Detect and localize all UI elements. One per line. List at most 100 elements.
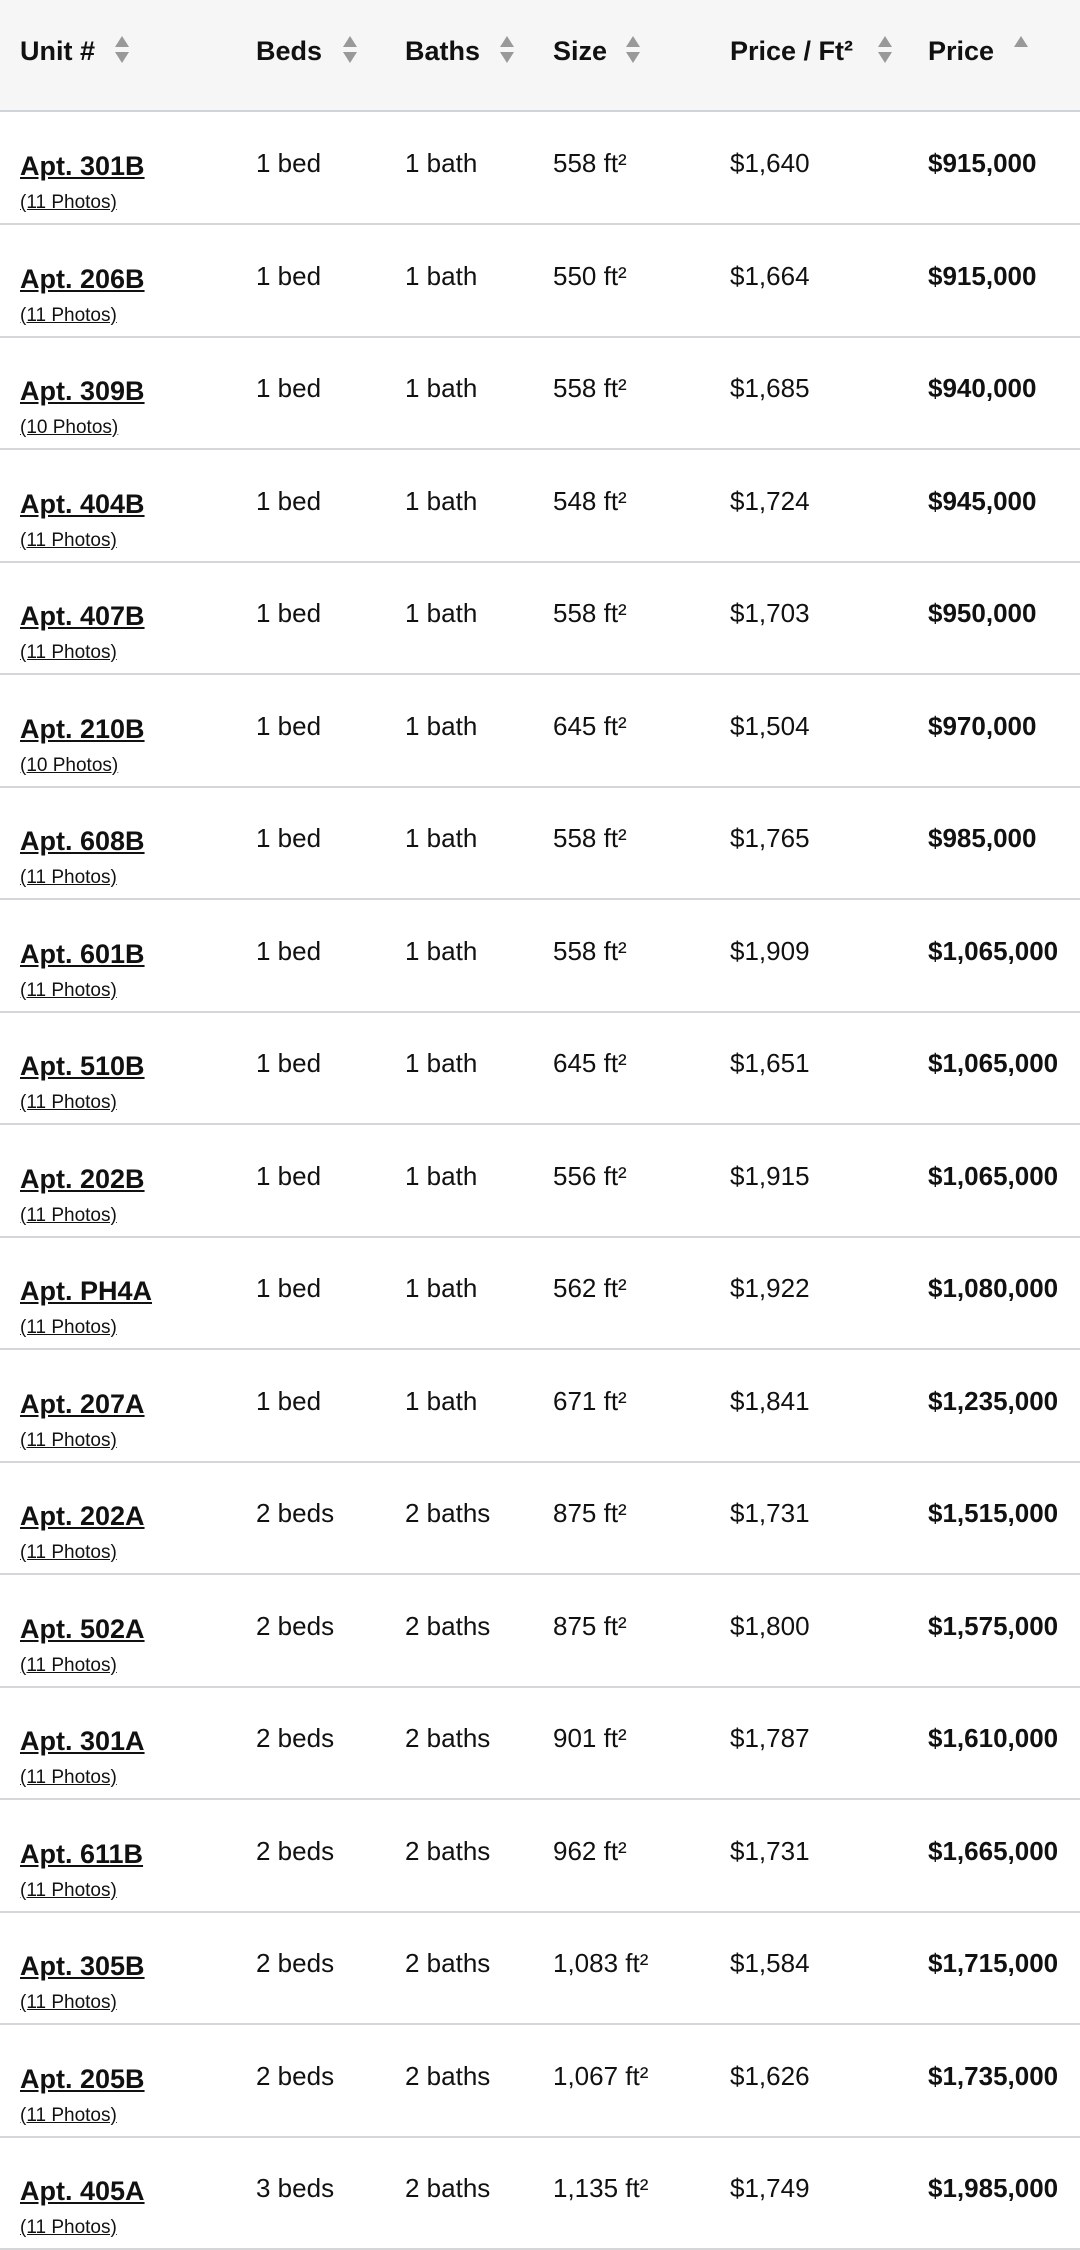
unit-link[interactable]: Apt. 407B bbox=[20, 601, 145, 631]
baths: 1 bath bbox=[405, 598, 478, 628]
price-per-ft: $1,640 bbox=[730, 148, 810, 178]
price: $950,000 bbox=[928, 598, 1037, 628]
photos-link[interactable]: (11 Photos) bbox=[20, 529, 117, 551]
unit-link[interactable]: Apt. 608B bbox=[20, 826, 145, 856]
unit-link[interactable]: Apt. 206B bbox=[20, 263, 145, 294]
size: 558 ft² bbox=[553, 373, 627, 403]
column-header[interactable]: Baths bbox=[405, 36, 481, 66]
beds: 2 beds bbox=[256, 1948, 335, 1978]
unit-link[interactable]: Apt. 404B bbox=[20, 488, 145, 519]
table-row[interactable]: Apt. 405A (11 Photos) 3 beds 2 baths 1,135 f… bbox=[0, 2137, 1080, 2250]
price-per-ft: $1,922 bbox=[730, 1273, 810, 1303]
table-row[interactable]: Apt. 407B (11 Photos) 1 bed 1 bath 558 ft² $1… bbox=[0, 562, 1080, 675]
column-header[interactable]: Unit # bbox=[20, 36, 96, 66]
table-row[interactable]: Apt. 301B (11 Photos) 1 bed 1 bath 558 ft² $1… bbox=[0, 112, 1080, 225]
table-row[interactable]: Apt. 202B (11 Photos) 1 bed 1 bath 556 ft² $1… bbox=[0, 1125, 1080, 1238]
price: $1,080,000 bbox=[928, 1273, 1059, 1303]
table-row[interactable]: Apt. 404B (11 Photos) 1 bed 1 bath 548 ft² $1… bbox=[0, 450, 1080, 563]
unit-link[interactable]: Apt. 502A bbox=[20, 1613, 145, 1644]
photos-link[interactable]: (11 Photos) bbox=[20, 2217, 117, 2238]
table-row[interactable]: Apt. 510B (11 Photos) 1 bed 1 bath 645 ft² $1… bbox=[0, 1012, 1080, 1125]
table-row[interactable]: Apt. 202A (11 Photos) 2 beds 2 baths 875 ft²… bbox=[0, 1462, 1080, 1575]
photos-link[interactable]: (10 Photos) bbox=[20, 754, 119, 776]
column-header[interactable]: Price bbox=[928, 36, 995, 66]
unit-link[interactable]: Apt. 510B bbox=[20, 1051, 145, 1081]
price-per-ft: $1,909 bbox=[730, 935, 810, 966]
price: $1,735,000 bbox=[928, 2060, 1059, 2091]
photos-link[interactable]: (11 Photos) bbox=[20, 979, 117, 1001]
price: $1,715,000 bbox=[928, 1948, 1059, 1978]
column-header[interactable]: Beds bbox=[256, 36, 323, 66]
photos-link[interactable]: (11 Photos) bbox=[20, 1317, 117, 1338]
photos-link[interactable]: (11 Photos) bbox=[20, 304, 117, 326]
size: 645 ft² bbox=[553, 710, 627, 741]
beds: 1 bed bbox=[256, 485, 322, 516]
photos-link[interactable]: (11 Photos) bbox=[20, 1654, 117, 1676]
photos-link[interactable]: (11 Photos) bbox=[20, 1767, 117, 1788]
baths: 1 bath bbox=[405, 935, 478, 966]
beds: 1 bed bbox=[256, 935, 322, 966]
price-per-ft: $1,749 bbox=[730, 2173, 810, 2203]
baths: 2 baths bbox=[405, 2060, 491, 2091]
baths: 1 bath bbox=[405, 710, 478, 741]
column-header[interactable]: Price / Ft² bbox=[730, 36, 854, 66]
unit-link[interactable]: Apt. 611B bbox=[20, 1838, 144, 1869]
unit-link[interactable]: Apt. 601B bbox=[20, 938, 145, 969]
unit-link[interactable]: Apt. 405A bbox=[20, 2176, 145, 2206]
size: 671 ft² bbox=[553, 1385, 627, 1416]
unit-link[interactable]: Apt. 205B bbox=[20, 2063, 145, 2094]
price: $1,235,000 bbox=[928, 1385, 1059, 1416]
unit-link[interactable]: Apt. PH4A bbox=[20, 1276, 153, 1306]
photos-link[interactable]: (11 Photos) bbox=[20, 1879, 117, 1901]
baths: 1 bath bbox=[405, 260, 478, 291]
baths: 2 baths bbox=[405, 1835, 491, 1866]
photos-link[interactable]: (11 Photos) bbox=[20, 1204, 117, 1226]
unit-link[interactable]: Apt. 202B bbox=[20, 1163, 145, 1194]
price: $1,065,000 bbox=[928, 1048, 1059, 1078]
price-per-ft: $1,651 bbox=[730, 1048, 810, 1078]
size: 962 ft² bbox=[553, 1835, 627, 1866]
price: $915,000 bbox=[928, 260, 1037, 291]
table-row[interactable]: Apt. 502A (11 Photos) 2 beds 2 baths 875 ft²… bbox=[0, 1575, 1080, 1688]
price: $1,065,000 bbox=[928, 935, 1059, 966]
photos-link[interactable]: (10 Photos) bbox=[20, 417, 119, 438]
price-per-ft: $1,915 bbox=[730, 1160, 810, 1191]
table-row[interactable]: Apt. 301A (11 Photos) 2 beds 2 baths 901 ft²… bbox=[0, 1687, 1080, 1800]
beds: 1 bed bbox=[256, 598, 322, 628]
photos-link[interactable]: (11 Photos) bbox=[20, 192, 117, 213]
table-row[interactable]: Apt. 210B (10 Photos) 1 bed 1 bath 645 ft² $1… bbox=[0, 675, 1080, 788]
unit-link[interactable]: Apt. 305B bbox=[20, 1951, 145, 1981]
table-row[interactable]: Apt. 611B (11 Photos) 2 beds 2 baths 962 ft²… bbox=[0, 1800, 1080, 1913]
price: $915,000 bbox=[928, 148, 1037, 178]
table-row[interactable]: Apt. 206B (11 Photos) 1 bed 1 bath 550 ft² $1… bbox=[0, 225, 1080, 338]
photos-link[interactable]: (11 Photos) bbox=[20, 1542, 117, 1563]
size: 550 ft² bbox=[553, 260, 627, 291]
unit-link[interactable]: Apt. 309B bbox=[20, 376, 145, 406]
table-row[interactable]: Apt. 608B (11 Photos) 1 bed 1 bath 558 ft² $1… bbox=[0, 787, 1080, 900]
photos-link[interactable]: (11 Photos) bbox=[20, 1092, 117, 1113]
unit-link[interactable]: Apt. 210B bbox=[20, 713, 145, 744]
unit-link[interactable]: Apt. 301A bbox=[20, 1726, 145, 1756]
photos-link[interactable]: (11 Photos) bbox=[20, 1429, 117, 1451]
unit-link[interactable]: Apt. 207A bbox=[20, 1388, 145, 1419]
baths: 2 baths bbox=[405, 1948, 491, 1978]
photos-link[interactable]: (11 Photos) bbox=[20, 867, 117, 888]
table-row[interactable]: Apt. 601B (11 Photos) 1 bed 1 bath 558 ft² $1… bbox=[0, 900, 1080, 1013]
size: 558 ft² bbox=[553, 598, 627, 628]
beds: 2 beds bbox=[256, 1610, 335, 1641]
unit-link[interactable]: Apt. 301B bbox=[20, 151, 145, 181]
beds: 1 bed bbox=[256, 1048, 322, 1078]
column-header[interactable]: Size bbox=[553, 36, 608, 66]
table-row[interactable]: Apt. PH4A (11 Photos) 1 bed 1 bath 562 ft² $1… bbox=[0, 1237, 1080, 1350]
table-row[interactable]: Apt. 309B (10 Photos) 1 bed 1 bath 558 ft² $1… bbox=[0, 337, 1080, 450]
photos-link[interactable]: (11 Photos) bbox=[20, 2104, 117, 2126]
photos-link[interactable]: (11 Photos) bbox=[20, 1992, 117, 2013]
table-row[interactable]: Apt. 205B (11 Photos) 2 beds 2 baths 1,067 f… bbox=[0, 2025, 1080, 2138]
beds: 1 bed bbox=[256, 260, 322, 291]
size: 562 ft² bbox=[553, 1273, 627, 1303]
baths: 2 baths bbox=[405, 1610, 491, 1641]
unit-link[interactable]: Apt. 202A bbox=[20, 1501, 145, 1531]
table-row[interactable]: Apt. 207A (11 Photos) 1 bed 1 bath 671 ft² $1… bbox=[0, 1350, 1080, 1463]
table-row[interactable]: Apt. 305B (11 Photos) 2 beds 2 baths 1,083 f… bbox=[0, 1912, 1080, 2025]
photos-link[interactable]: (11 Photos) bbox=[20, 642, 117, 663]
